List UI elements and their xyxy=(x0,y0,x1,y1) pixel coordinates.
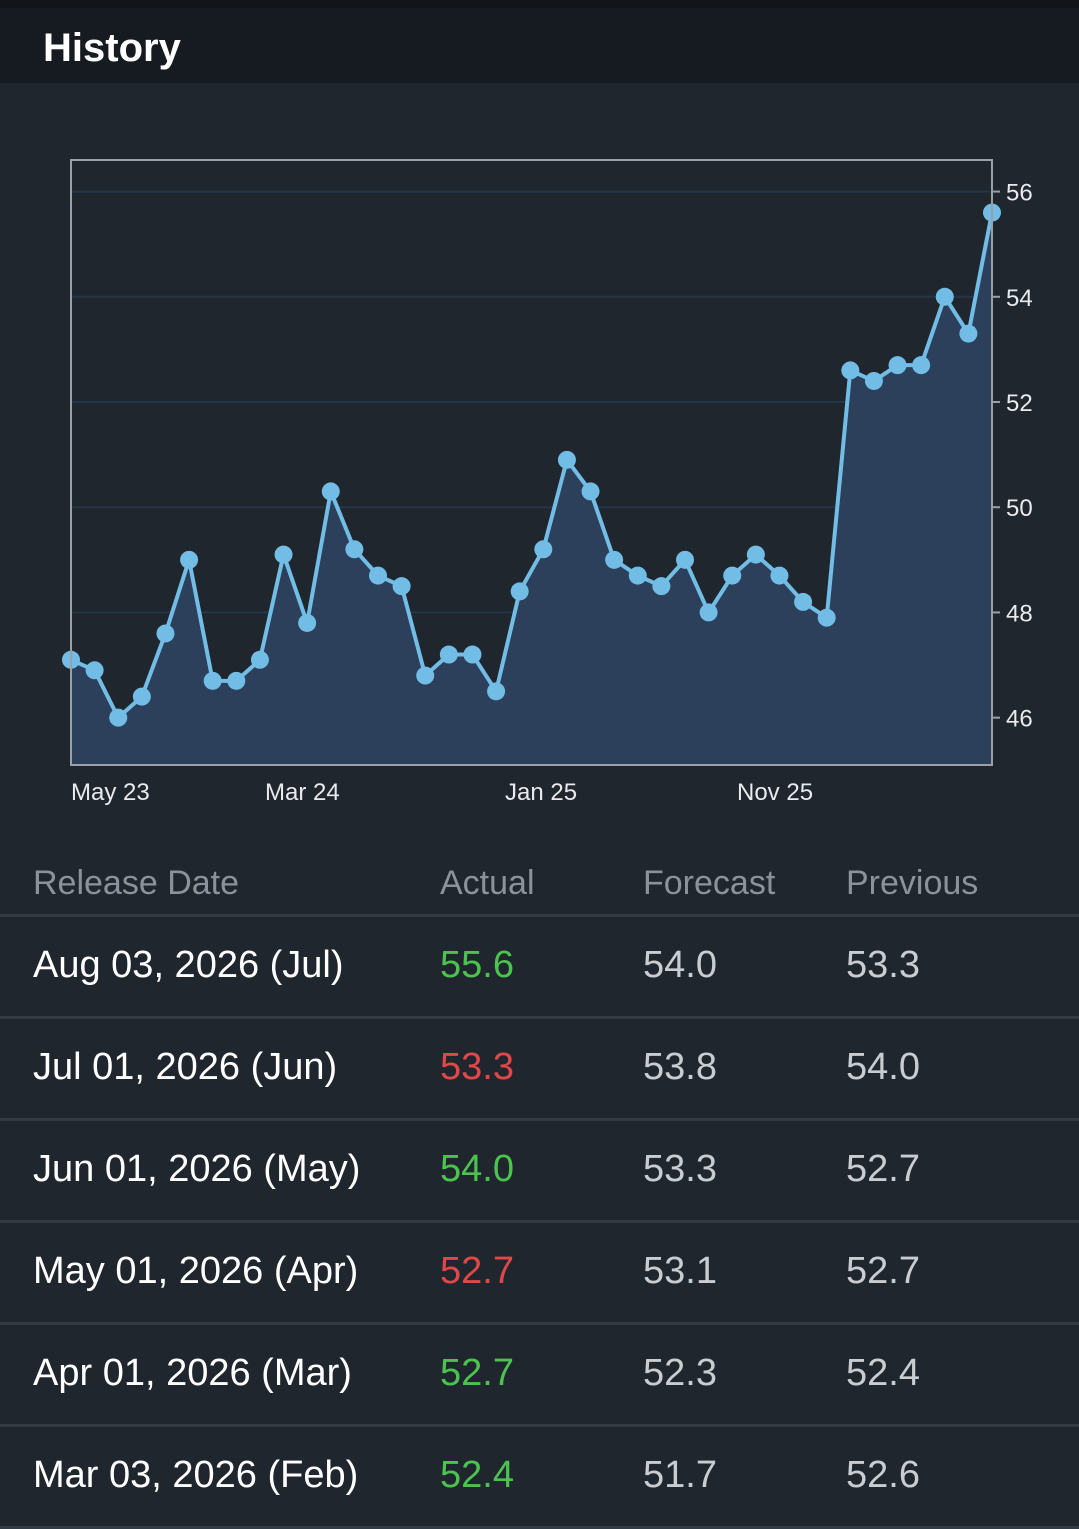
page-title: History xyxy=(43,26,181,70)
header-previous: Previous xyxy=(846,864,979,902)
data-point xyxy=(180,550,199,569)
previous-value: 53.3 xyxy=(846,944,920,986)
previous-value: 54.0 xyxy=(846,1046,920,1088)
data-point xyxy=(321,482,340,501)
data-point xyxy=(817,608,836,627)
data-point xyxy=(581,482,600,501)
data-point xyxy=(935,287,954,306)
y-tick-label: 52 xyxy=(1006,390,1033,417)
data-point xyxy=(912,356,931,375)
release-date: Jun 01, 2026 (May) xyxy=(33,1148,361,1190)
x-tick-label: Jan 25 xyxy=(505,779,577,806)
actual-value: 52.7 xyxy=(440,1250,514,1292)
data-point xyxy=(369,566,387,585)
data-point xyxy=(392,577,411,596)
data-point xyxy=(746,545,765,564)
table-row[interactable]: Apr 01, 2026 (Mar) 52.7 52.3 52.4 xyxy=(0,1325,1079,1427)
previous-value: 52.4 xyxy=(846,1352,920,1394)
data-point xyxy=(156,624,175,643)
data-point xyxy=(345,540,364,559)
release-date: Aug 03, 2026 (Jul) xyxy=(33,944,344,986)
data-point xyxy=(463,645,482,664)
y-tick-label: 50 xyxy=(1006,495,1033,522)
table-row[interactable]: Aug 03, 2026 (Jul) 55.6 54.0 53.3 xyxy=(0,917,1079,1019)
data-point xyxy=(487,682,506,701)
x-tick-label: May 23 xyxy=(71,779,150,806)
data-point xyxy=(534,540,553,559)
data-point xyxy=(298,613,317,632)
data-point xyxy=(416,666,435,685)
actual-value: 52.4 xyxy=(440,1454,514,1496)
data-point xyxy=(203,671,222,690)
forecast-value: 53.1 xyxy=(643,1250,717,1292)
data-point xyxy=(723,566,742,585)
history-header: History xyxy=(0,8,1079,83)
actual-value: 52.7 xyxy=(440,1352,514,1394)
table-row[interactable]: Jun 01, 2026 (May) 54.0 53.3 52.7 xyxy=(0,1121,1079,1223)
data-point xyxy=(794,592,813,611)
series-line xyxy=(70,212,994,720)
previous-value: 52.7 xyxy=(846,1250,920,1292)
plot-frame xyxy=(70,159,993,766)
history-line-chart: 46 48 50 52 54 56 May 23 Mar 24 Jan 25 Nov 25 xyxy=(62,159,1033,806)
data-point xyxy=(85,661,104,680)
data-point xyxy=(959,324,978,343)
data-point xyxy=(132,687,151,706)
data-point xyxy=(227,671,246,690)
forecast-value: 52.3 xyxy=(643,1352,717,1394)
header-release-date: Release Date xyxy=(33,864,240,902)
data-point xyxy=(699,603,718,622)
table-row[interactable]: Jul 01, 2026 (Jun) 53.3 53.8 54.0 xyxy=(0,1019,1079,1121)
data-point xyxy=(274,545,293,564)
release-date: Jul 01, 2026 (Jun) xyxy=(33,1046,338,1088)
forecast-value: 51.7 xyxy=(643,1454,717,1496)
previous-value: 52.6 xyxy=(846,1454,920,1496)
top-edge xyxy=(0,0,1079,8)
forecast-value: 53.8 xyxy=(643,1046,717,1088)
data-point xyxy=(652,577,671,596)
data-point xyxy=(250,650,269,669)
header-forecast: Forecast xyxy=(643,864,776,902)
actual-value: 53.3 xyxy=(440,1046,514,1088)
table-row[interactable]: May 01, 2026 (Apr) 52.7 53.1 52.7 xyxy=(0,1223,1079,1325)
data-point xyxy=(841,361,860,380)
history-chart: 46 48 50 52 54 56 May 23 Mar 24 Jan 25 Nov 25 xyxy=(0,83,1079,823)
header-actual: Actual xyxy=(440,864,535,902)
release-date: Mar 03, 2026 (Feb) xyxy=(33,1454,359,1496)
data-point xyxy=(770,566,789,585)
y-tick-label: 48 xyxy=(1006,600,1033,627)
release-date: May 01, 2026 (Apr) xyxy=(33,1250,359,1292)
data-point xyxy=(109,708,128,727)
y-tick-label: 54 xyxy=(1006,285,1033,312)
data-point xyxy=(864,371,883,390)
data-point xyxy=(605,550,624,569)
data-point xyxy=(676,550,694,569)
actual-value: 54.0 xyxy=(440,1148,514,1190)
x-tick-label: Nov 25 xyxy=(737,779,813,806)
y-tick-label: 56 xyxy=(1006,180,1033,207)
release-date: Apr 01, 2026 (Mar) xyxy=(33,1352,352,1394)
data-point xyxy=(628,566,647,585)
data-point xyxy=(888,356,907,375)
y-tick-label: 46 xyxy=(1006,706,1033,733)
data-point xyxy=(557,450,576,469)
data-point xyxy=(510,582,529,601)
previous-value: 52.7 xyxy=(846,1148,920,1190)
table-header: Release Date Actual Forecast Previous xyxy=(0,852,1079,917)
history-table: Release Date Actual Forecast Previous Au… xyxy=(0,852,1079,1529)
x-tick-label: Mar 24 xyxy=(265,779,340,806)
forecast-value: 53.3 xyxy=(643,1148,717,1190)
table-row[interactable]: Mar 03, 2026 (Feb) 52.4 51.7 52.6 xyxy=(0,1427,1079,1529)
data-point xyxy=(439,645,458,664)
actual-value: 55.6 xyxy=(440,944,514,986)
forecast-value: 54.0 xyxy=(643,944,717,986)
